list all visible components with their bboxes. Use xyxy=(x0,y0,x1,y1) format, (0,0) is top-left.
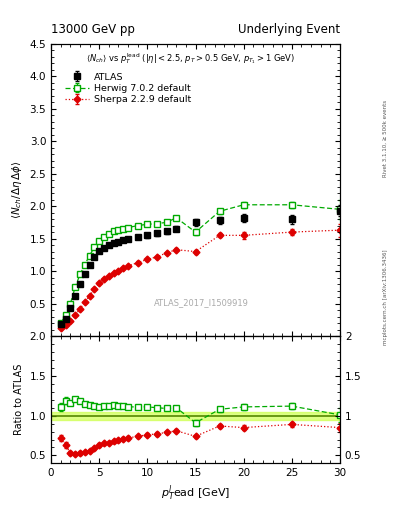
Text: $\langle N_{ch}\rangle$ vs $p_T^{\rm lead}$ ($|\eta|<2.5$, $p_T>0.5$ GeV, $p_{T_: $\langle N_{ch}\rangle$ vs $p_T^{\rm lea… xyxy=(86,51,295,66)
Text: 13000 GeV pp: 13000 GeV pp xyxy=(51,23,135,36)
Y-axis label: $\langle N_{ch} / \Delta\eta\,\Delta\phi \rangle$: $\langle N_{ch} / \Delta\eta\,\Delta\phi… xyxy=(10,161,24,219)
Text: Rivet 3.1.10, ≥ 500k events: Rivet 3.1.10, ≥ 500k events xyxy=(383,100,387,177)
Y-axis label: Ratio to ATLAS: Ratio to ATLAS xyxy=(14,364,24,435)
Text: Underlying Event: Underlying Event xyxy=(238,23,340,36)
Legend: ATLAS, Herwig 7.0.2 default, Sherpa 2.2.9 default: ATLAS, Herwig 7.0.2 default, Sherpa 2.2.… xyxy=(62,69,195,108)
X-axis label: $p_T^l$ead [GeV]: $p_T^l$ead [GeV] xyxy=(161,484,230,503)
Text: ATLAS_2017_I1509919: ATLAS_2017_I1509919 xyxy=(154,298,249,307)
Bar xyxy=(51,412,340,420)
Text: mcplots.cern.ch [arXiv:1306.3436]: mcplots.cern.ch [arXiv:1306.3436] xyxy=(383,249,387,345)
